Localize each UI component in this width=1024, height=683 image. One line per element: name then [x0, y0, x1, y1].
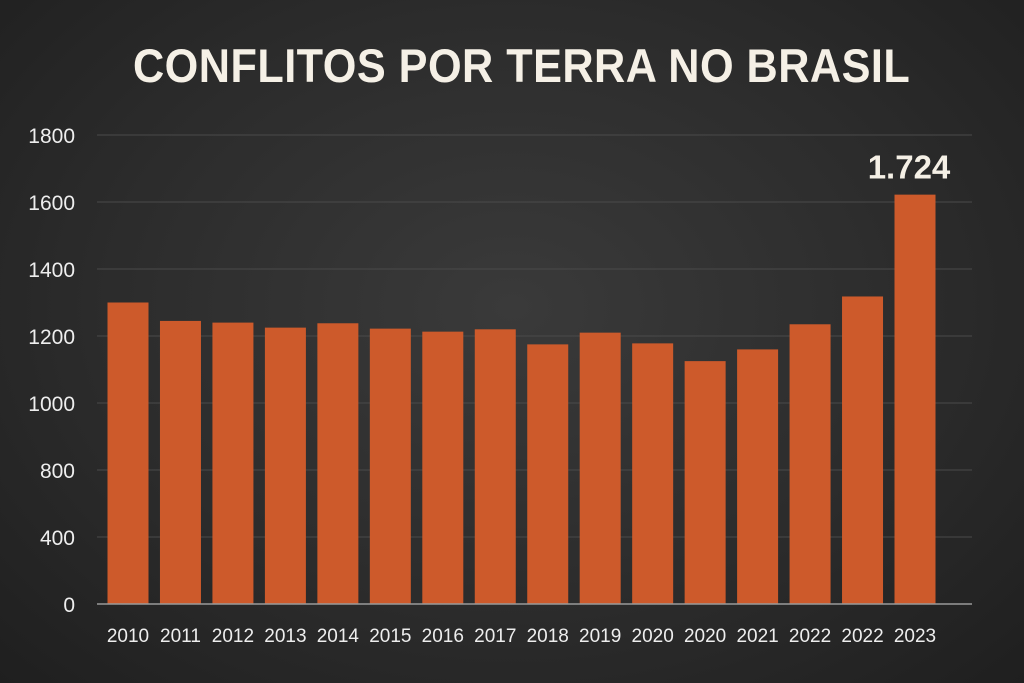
data-label: 1.724 — [868, 149, 951, 186]
bar — [684, 361, 726, 604]
x-tick-label: 2016 — [422, 626, 464, 647]
y-tick-label: 0 — [63, 594, 75, 617]
bar — [107, 302, 149, 604]
x-tick-label: 2018 — [527, 626, 569, 647]
y-tick-label: 1000 — [28, 393, 75, 416]
x-tick-label: 2022 — [841, 626, 883, 647]
bar — [474, 329, 516, 604]
y-tick-label: 800 — [40, 460, 75, 483]
bar — [422, 331, 464, 604]
bar — [789, 324, 831, 604]
bar — [842, 296, 884, 604]
x-tick-label: 2012 — [212, 626, 254, 647]
bar — [264, 327, 306, 604]
x-tick-label: 2020 — [684, 626, 726, 647]
chart-title: CONFLITOS POR TERRA NO BRASIL — [133, 39, 911, 92]
y-tick-label: 1200 — [28, 326, 75, 349]
y-tick-label: 1400 — [28, 259, 75, 282]
bar — [737, 349, 779, 604]
x-tick-label: 2022 — [789, 626, 831, 647]
x-tick-label: 2020 — [632, 626, 674, 647]
bar — [579, 332, 621, 604]
x-tick-label: 2013 — [264, 626, 306, 647]
bar — [369, 328, 411, 604]
y-tick-label: 1800 — [28, 125, 75, 148]
y-tick-label: 400 — [40, 527, 75, 550]
bar — [317, 323, 359, 604]
bar — [212, 322, 254, 604]
bar — [894, 194, 936, 604]
x-tick-label: 2011 — [160, 626, 201, 647]
x-tick-label: 2023 — [894, 626, 936, 647]
x-tick-label: 2017 — [474, 626, 516, 647]
bar — [632, 343, 674, 604]
x-tick-label: 2014 — [317, 626, 360, 647]
x-tick-label: 2021 — [736, 626, 778, 647]
bar — [527, 344, 569, 604]
x-tick-label: 2019 — [579, 626, 621, 647]
x-tick-label: 2015 — [369, 626, 411, 647]
y-tick-label: 1600 — [28, 192, 75, 215]
bar — [159, 320, 201, 604]
x-tick-label: 2010 — [107, 626, 149, 647]
